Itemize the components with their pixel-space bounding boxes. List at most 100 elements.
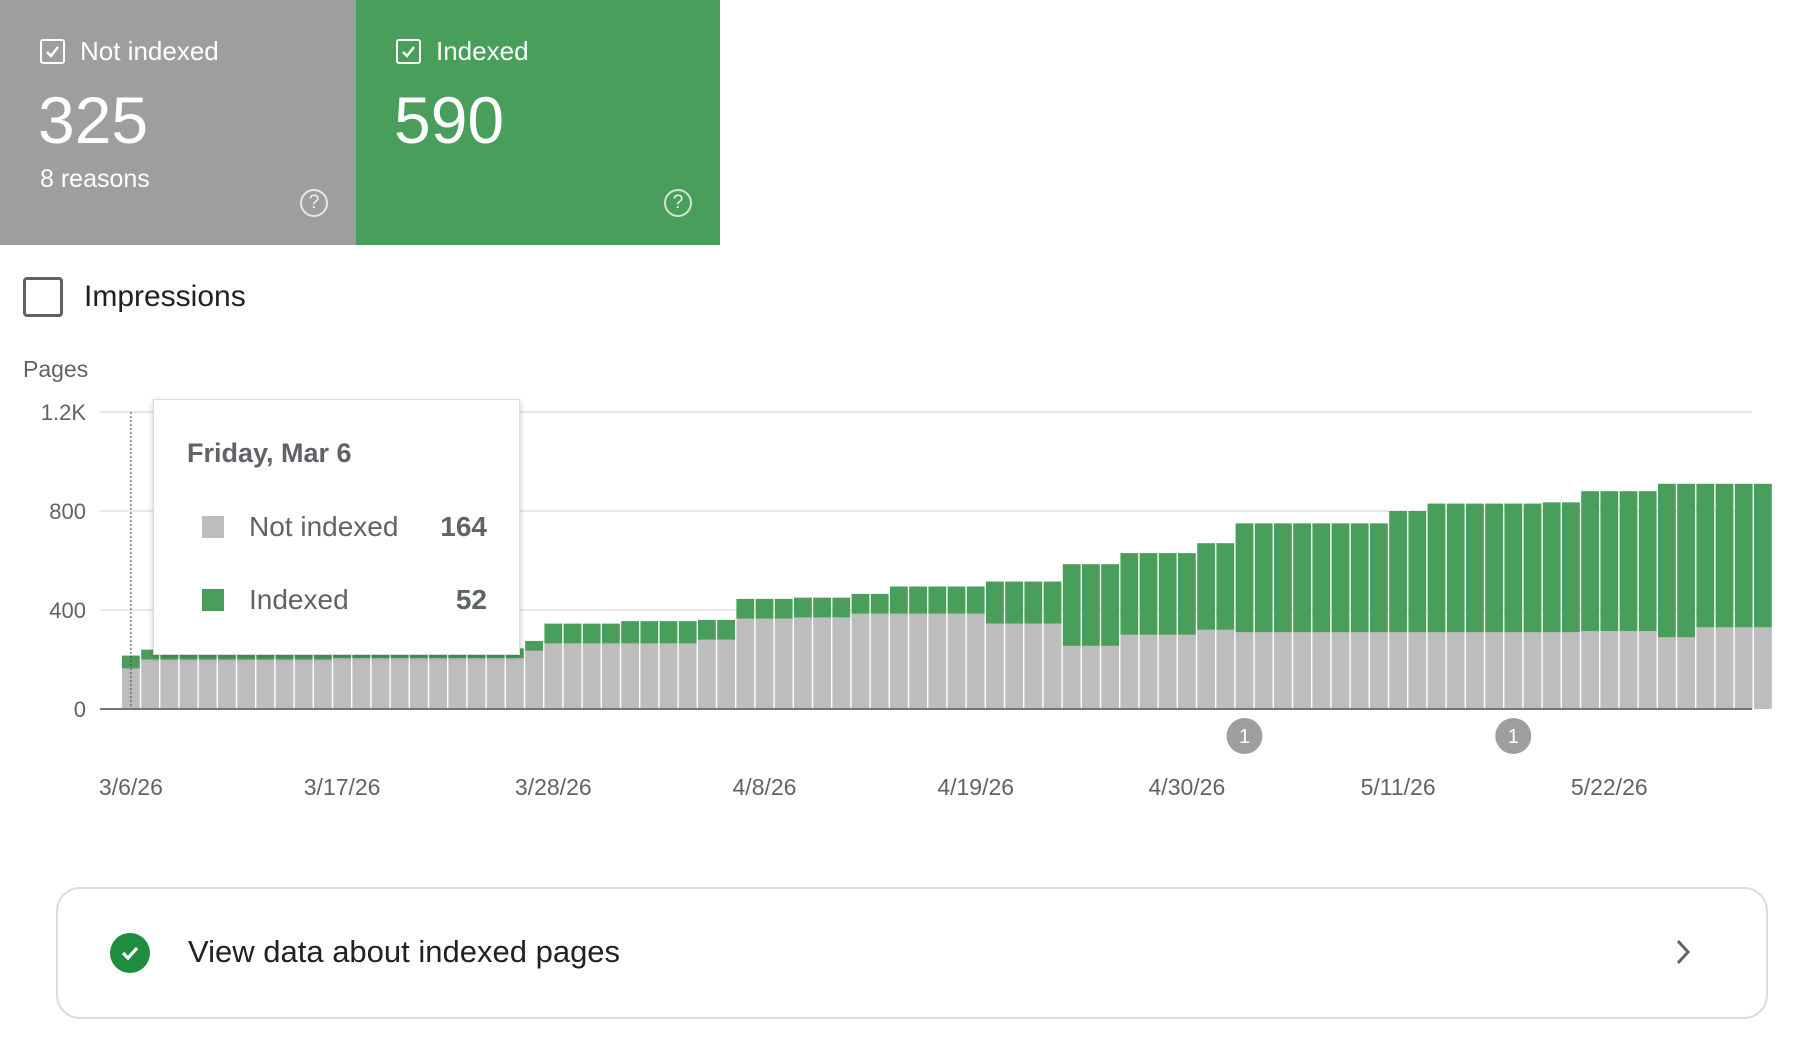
indexed-count: 590 xyxy=(394,83,505,157)
bar-not-indexed xyxy=(506,658,524,709)
bar-indexed xyxy=(1370,523,1388,633)
annotation-marker xyxy=(1226,718,1263,754)
bar-not-indexed xyxy=(909,613,927,709)
bar-not-indexed xyxy=(698,639,716,709)
bar-not-indexed xyxy=(448,658,467,709)
bar-not-indexed xyxy=(1485,632,1503,709)
bar-indexed xyxy=(1677,483,1695,638)
bar-not-indexed xyxy=(1178,634,1196,709)
not-indexed-swatch xyxy=(202,516,224,538)
bar-indexed xyxy=(1062,564,1081,646)
bar-indexed xyxy=(1696,483,1715,628)
y-axis-title: Pages xyxy=(23,360,88,382)
bar-not-indexed xyxy=(544,643,563,709)
impressions-checkbox[interactable] xyxy=(23,277,63,317)
bar-not-indexed xyxy=(429,658,447,709)
bar-indexed xyxy=(890,586,908,614)
bar-indexed xyxy=(1638,491,1657,632)
bar-not-indexed xyxy=(1466,632,1484,709)
not-indexed-count: 325 xyxy=(38,83,149,157)
x-tick-label: 5/22/26 xyxy=(1571,774,1648,800)
bar-not-indexed xyxy=(1331,632,1350,709)
tooltip-row-indexed: Indexed 52 xyxy=(187,581,487,621)
bar-not-indexed xyxy=(1024,623,1043,709)
bar-indexed xyxy=(755,598,774,619)
bar-indexed xyxy=(1466,503,1484,633)
bar-not-indexed xyxy=(1658,637,1676,709)
bar-not-indexed xyxy=(1619,631,1638,709)
bar-indexed xyxy=(1082,564,1100,646)
bar-not-indexed xyxy=(1293,632,1311,709)
chevron-right-icon xyxy=(1676,939,1691,965)
bar-not-indexed xyxy=(1158,634,1177,709)
bar-not-indexed xyxy=(928,613,947,709)
bar-not-indexed xyxy=(582,643,601,709)
annotation-label: 1 xyxy=(1239,726,1250,748)
bar-indexed xyxy=(1485,503,1503,633)
bar-indexed xyxy=(1446,503,1465,633)
bar-not-indexed xyxy=(525,650,543,709)
bar-not-indexed xyxy=(1005,623,1023,709)
bar-indexed xyxy=(1523,503,1542,633)
bar-not-indexed xyxy=(659,643,678,709)
indexing-chart: Pages 0 400 800 1.2K 3/6/26 3/17/26 3/28/26 4/8/… xyxy=(23,360,1772,800)
bar-indexed xyxy=(1389,511,1407,633)
bar-not-indexed xyxy=(371,658,390,709)
bar-indexed xyxy=(1235,523,1254,633)
bar-indexed xyxy=(1197,543,1215,630)
bar-not-indexed xyxy=(1638,631,1657,709)
bar-not-indexed xyxy=(1389,632,1407,709)
bar-not-indexed xyxy=(1427,632,1446,709)
indexed-card[interactable]: Indexed 590 ? xyxy=(356,0,720,245)
x-tick-label: 3/17/26 xyxy=(304,774,381,800)
bar-not-indexed xyxy=(390,658,409,709)
x-tick-label: 4/8/26 xyxy=(733,774,797,800)
bar-indexed xyxy=(1120,553,1139,635)
view-indexed-pages-link[interactable]: View data about indexed pages xyxy=(56,887,1768,1019)
y-tick-label: 800 xyxy=(49,499,86,524)
bar-not-indexed xyxy=(294,659,313,709)
bar-indexed xyxy=(1178,553,1196,635)
checkbox-checked-icon[interactable] xyxy=(40,39,65,64)
tooltip-row-not-indexed: Not indexed 164 xyxy=(187,508,487,548)
checkbox-checked-icon[interactable] xyxy=(396,39,421,64)
chart-tooltip: Friday, Mar 6 Not indexed 164 Indexed 52 xyxy=(153,399,520,655)
bar-indexed xyxy=(1504,503,1523,633)
bar-not-indexed xyxy=(1350,632,1369,709)
bar-not-indexed xyxy=(755,618,774,709)
x-tick-label: 5/11/26 xyxy=(1361,774,1436,800)
bar-indexed xyxy=(1293,523,1311,633)
y-tick-label: 400 xyxy=(49,598,86,623)
annotation-label: 1 xyxy=(1508,726,1519,748)
check-circle-icon xyxy=(110,933,150,973)
bar-indexed xyxy=(1101,564,1119,646)
bar-not-indexed xyxy=(1120,634,1139,709)
indexed-label: Indexed xyxy=(436,36,529,66)
bar-not-indexed xyxy=(1370,632,1388,709)
not-indexed-card[interactable]: Not indexed 325 8 reasons ? xyxy=(0,0,356,245)
bar-not-indexed xyxy=(141,659,159,709)
bar-indexed xyxy=(1005,581,1023,624)
annotation-marker xyxy=(1495,718,1532,754)
bar-indexed xyxy=(986,581,1004,624)
bar-not-indexed xyxy=(1754,627,1772,709)
bar-indexed xyxy=(678,621,697,644)
tooltip-row-value: 52 xyxy=(455,584,487,615)
bar-indexed xyxy=(1043,581,1062,624)
bar-not-indexed xyxy=(1677,637,1695,709)
tooltip-row-label: Not indexed xyxy=(249,511,399,542)
help-circle-icon[interactable]: ? xyxy=(300,189,328,217)
bar-indexed xyxy=(813,597,831,618)
impressions-toggle[interactable]: Impressions xyxy=(23,277,246,317)
bar-indexed xyxy=(1158,553,1177,635)
bar-not-indexed xyxy=(237,659,255,709)
bar-not-indexed xyxy=(717,639,735,709)
bar-indexed xyxy=(947,586,966,614)
bar-indexed xyxy=(870,593,889,614)
bar-indexed xyxy=(966,586,985,614)
bar-indexed xyxy=(909,586,927,614)
bar-not-indexed xyxy=(1197,629,1215,709)
bar-not-indexed xyxy=(832,617,851,709)
help-circle-icon[interactable]: ? xyxy=(664,189,692,217)
not-indexed-header: Not indexed xyxy=(40,36,219,67)
